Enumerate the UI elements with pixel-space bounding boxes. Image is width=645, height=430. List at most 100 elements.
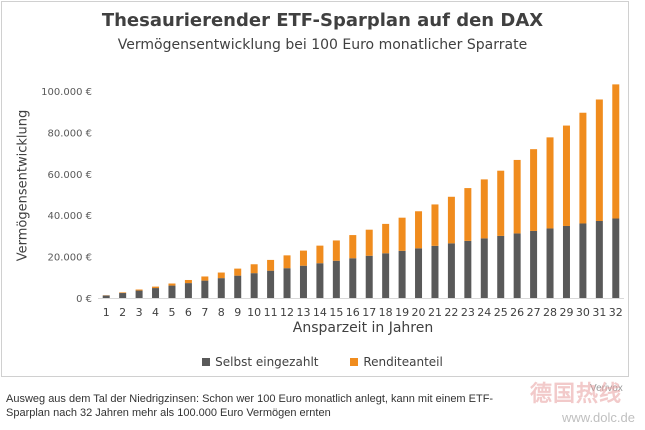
x-tick-label: 4 bbox=[152, 306, 159, 319]
bar-renditeanteil bbox=[135, 289, 143, 291]
bar-selbst-eingezahlt bbox=[546, 228, 554, 298]
chart-subtitle: Vermögensentwicklung bei 100 Euro monatl… bbox=[117, 37, 528, 53]
bar-selbst-eingezahlt bbox=[135, 290, 143, 298]
bar-selbst-eingezahlt bbox=[480, 238, 488, 298]
bar-selbst-eingezahlt bbox=[267, 270, 275, 298]
x-tick-label: 27 bbox=[527, 306, 541, 319]
x-tick-label: 15 bbox=[329, 306, 343, 319]
bar-selbst-eingezahlt bbox=[382, 253, 390, 298]
image-caption: Ausweg aus dem Tal der Niedrigzinsen: Sc… bbox=[6, 392, 546, 420]
bar-selbst-eingezahlt bbox=[530, 230, 538, 298]
bar-renditeanteil bbox=[382, 223, 390, 254]
bar-renditeanteil bbox=[595, 99, 603, 221]
bar-selbst-eingezahlt bbox=[513, 233, 521, 298]
x-tick-label: 14 bbox=[313, 306, 327, 319]
bar-renditeanteil bbox=[267, 259, 275, 271]
bar-selbst-eingezahlt bbox=[201, 280, 209, 298]
bar-selbst-eingezahlt bbox=[612, 218, 620, 298]
bar-renditeanteil bbox=[398, 217, 406, 251]
x-tick-label: 16 bbox=[346, 306, 360, 319]
bar-renditeanteil bbox=[431, 204, 439, 246]
y-tick-label: 40.000 € bbox=[47, 211, 92, 222]
x-tick-label: 26 bbox=[510, 306, 524, 319]
bar-renditeanteil bbox=[152, 286, 160, 289]
legend: Selbst eingezahlt Renditeanteil bbox=[0, 355, 645, 369]
bar-selbst-eingezahlt bbox=[168, 285, 176, 298]
bar-renditeanteil bbox=[184, 279, 192, 284]
bar-renditeanteil bbox=[447, 196, 455, 244]
bar-renditeanteil bbox=[299, 250, 307, 266]
bar-selbst-eingezahlt bbox=[497, 235, 505, 298]
bar-renditeanteil bbox=[168, 283, 176, 286]
bar-renditeanteil bbox=[201, 276, 209, 281]
x-tick-label: 18 bbox=[379, 306, 393, 319]
x-tick-label: 30 bbox=[576, 306, 590, 319]
x-tick-label: 10 bbox=[247, 306, 261, 319]
brand-watermark: 德国热线 bbox=[530, 382, 623, 407]
x-tick-label: 11 bbox=[264, 306, 278, 319]
bar-selbst-eingezahlt bbox=[102, 295, 110, 298]
bar-renditeanteil bbox=[612, 84, 620, 219]
bar-renditeanteil bbox=[415, 211, 423, 249]
caption-line-1: Ausweg aus dem Tal der Niedrigzinsen: Sc… bbox=[6, 393, 494, 405]
bar-renditeanteil bbox=[234, 268, 242, 276]
y-tick-label: 80.000 € bbox=[47, 128, 92, 139]
bar-selbst-eingezahlt bbox=[398, 250, 406, 298]
y-tick-label: 100.000 € bbox=[41, 87, 92, 98]
bar-renditeanteil bbox=[497, 170, 505, 236]
caption-line-2: Sparplan nach 32 Jahren mehr als 100.000… bbox=[6, 407, 331, 419]
x-tick-label: 2 bbox=[119, 306, 126, 319]
chart-frame bbox=[1, 1, 629, 377]
y-tick-label: 0 € bbox=[76, 294, 92, 305]
bar-renditeanteil bbox=[332, 240, 340, 261]
bar-selbst-eingezahlt bbox=[332, 260, 340, 298]
x-tick-label: 12 bbox=[280, 306, 294, 319]
x-tick-label: 25 bbox=[494, 306, 508, 319]
bar-renditeanteil bbox=[283, 255, 291, 269]
bar-selbst-eingezahlt bbox=[431, 245, 439, 298]
source-watermark: Verivox bbox=[590, 383, 623, 394]
bar-renditeanteil bbox=[546, 137, 554, 229]
bar-selbst-eingezahlt bbox=[595, 220, 603, 298]
x-tick-label: 17 bbox=[362, 306, 376, 319]
bar-selbst-eingezahlt bbox=[415, 248, 423, 298]
bar-selbst-eingezahlt bbox=[152, 288, 160, 298]
bar-selbst-eingezahlt bbox=[234, 275, 242, 298]
x-tick-label: 29 bbox=[559, 306, 573, 319]
x-tick-label: 28 bbox=[543, 306, 557, 319]
bar-renditeanteil bbox=[480, 179, 488, 239]
x-tick-label: 32 bbox=[609, 306, 623, 319]
x-tick-label: 20 bbox=[412, 306, 426, 319]
bar-renditeanteil bbox=[365, 229, 373, 256]
bar-selbst-eingezahlt bbox=[447, 243, 455, 298]
bar-selbst-eingezahlt bbox=[283, 268, 291, 298]
bar-selbst-eingezahlt bbox=[464, 240, 472, 298]
bar-renditeanteil bbox=[562, 125, 570, 226]
x-tick-label: 8 bbox=[218, 306, 225, 319]
legend-label-rendite: Renditeanteil bbox=[363, 355, 443, 369]
bar-renditeanteil bbox=[464, 188, 472, 241]
bar-renditeanteil bbox=[316, 245, 324, 264]
y-tick-label: 20.000 € bbox=[47, 253, 92, 264]
x-tick-label: 24 bbox=[477, 306, 491, 319]
legend-label-selbst: Selbst eingezahlt bbox=[215, 355, 319, 369]
y-tick-label: 60.000 € bbox=[47, 170, 92, 181]
bar-renditeanteil bbox=[579, 112, 587, 224]
bar-selbst-eingezahlt bbox=[184, 283, 192, 298]
x-tick-label: 22 bbox=[444, 306, 458, 319]
x-tick-label: 21 bbox=[428, 306, 442, 319]
bar-selbst-eingezahlt bbox=[365, 255, 373, 298]
legend-swatch-rendite bbox=[350, 358, 359, 366]
bar-selbst-eingezahlt bbox=[217, 278, 225, 298]
bar-selbst-eingezahlt bbox=[349, 258, 357, 298]
legend-swatch-selbst bbox=[202, 358, 211, 366]
legend-item-rendite: Renditeanteil bbox=[350, 355, 443, 369]
bar-selbst-eingezahlt bbox=[299, 265, 307, 298]
x-tick-label: 31 bbox=[592, 306, 606, 319]
x-tick-label: 23 bbox=[461, 306, 475, 319]
x-tick-label: 9 bbox=[234, 306, 241, 319]
bar-renditeanteil bbox=[217, 272, 225, 279]
x-tick-label: 13 bbox=[296, 306, 310, 319]
bar-selbst-eingezahlt bbox=[579, 223, 587, 298]
